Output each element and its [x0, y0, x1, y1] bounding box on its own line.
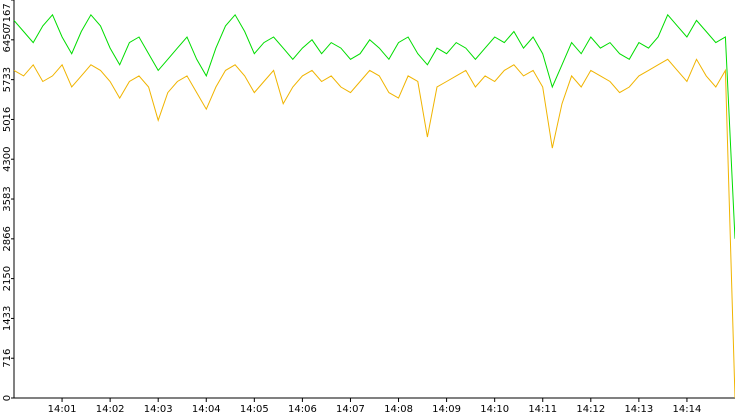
x-tick-label: 14:03 [144, 404, 173, 415]
x-tick-label: 14:01 [48, 404, 77, 415]
x-tick-label: 14:07 [336, 404, 365, 415]
y-tick-label: 4300 [2, 146, 13, 171]
x-tick-label: 14:04 [192, 404, 221, 415]
y-tick-label: 2150 [2, 266, 13, 291]
y-tick-label: 5016 [2, 107, 13, 132]
x-tick-label: 14:08 [384, 404, 413, 415]
y-tick-label: 1433 [2, 306, 13, 331]
x-tick-label: 14:09 [432, 404, 461, 415]
x-tick-label: 14:10 [480, 404, 509, 415]
y-tick-label: 0 [2, 395, 13, 401]
x-tick-label: 14:05 [240, 404, 269, 415]
x-tick-label: 14:12 [576, 404, 605, 415]
y-tick-label: 2866 [2, 226, 13, 251]
series-line [13, 13, 735, 239]
y-tick-label: 3583 [2, 186, 13, 211]
y-tick-label: 716 [2, 349, 13, 368]
series-line [13, 58, 735, 399]
x-tick-label: 14:11 [528, 404, 557, 415]
x-tick-label: 14:13 [624, 404, 653, 415]
x-tick-label: 14:06 [288, 404, 317, 415]
y-tick-label: 7167 [2, 3, 13, 28]
y-tick-label: 5733 [2, 67, 13, 92]
x-tick-label: 14:14 [673, 404, 702, 415]
x-tick-label: 14:02 [96, 404, 125, 415]
y-tick-label: 6450 [2, 27, 13, 52]
